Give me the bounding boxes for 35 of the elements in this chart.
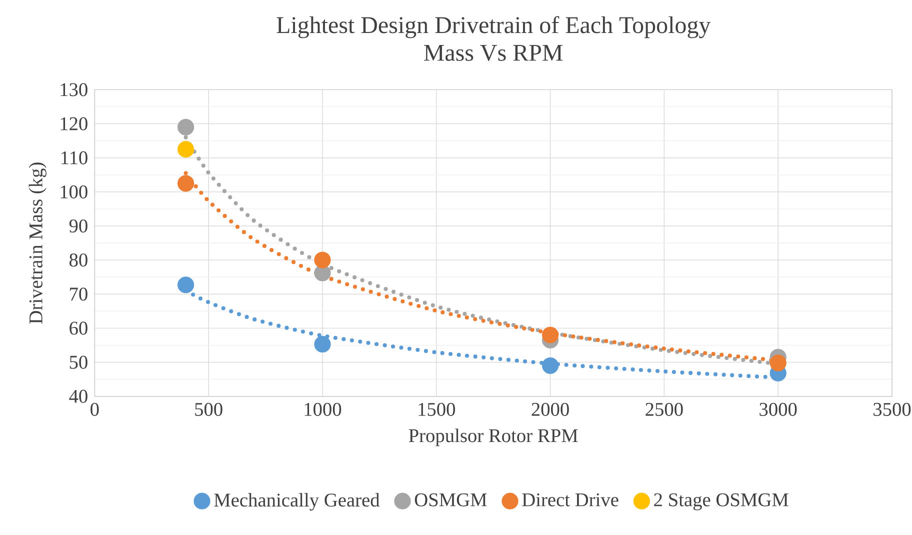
point: [177, 175, 194, 192]
y-tick-label: 50: [70, 356, 88, 369]
point: [314, 252, 331, 268]
y-tick-label: 90: [69, 219, 88, 233]
x-axis-title: Propulsor Rotor RPM: [408, 428, 578, 446]
chart-title: Lightest Design Drivetrain of Each Topology: [276, 16, 711, 38]
x-tick-label: 2000: [532, 402, 569, 416]
x-tick-label: 3000: [760, 402, 797, 416]
legend-label: OSMGM: [414, 493, 487, 506]
y-tick-label: 120: [60, 117, 88, 130]
y-tick-label: 40: [69, 390, 88, 403]
legend-label: Mechanically Geared: [214, 493, 380, 511]
chart-subtitle: Mass Vs RPM: [424, 44, 563, 62]
x-tick-label: 3500: [874, 402, 911, 416]
x-tick-label: 500: [195, 402, 222, 416]
y-tick-label: 100: [60, 185, 88, 198]
point: [542, 326, 559, 344]
point: [770, 354, 786, 372]
point: [542, 357, 559, 374]
point: [314, 336, 331, 353]
x-tick-label: 2500: [646, 402, 683, 416]
y-axis-title: Drivetrain Mass (kg): [28, 162, 46, 324]
legend-label: Direct Drive: [522, 493, 618, 506]
y-tick-label: 130: [60, 83, 88, 96]
x-tick-label: 1500: [418, 402, 456, 416]
x-tick-label: 0: [90, 402, 99, 416]
point: [177, 118, 194, 136]
y-tick-label: 110: [62, 151, 88, 164]
legend-label: 2 Stage OSMGM: [654, 493, 788, 510]
y-tick-label: 80: [70, 254, 88, 267]
x-tick-label: 1000: [304, 402, 342, 416]
point: [177, 141, 194, 158]
y-tick-label: 70: [70, 288, 88, 301]
y-tick-label: 60: [70, 322, 88, 335]
point: [177, 276, 194, 294]
